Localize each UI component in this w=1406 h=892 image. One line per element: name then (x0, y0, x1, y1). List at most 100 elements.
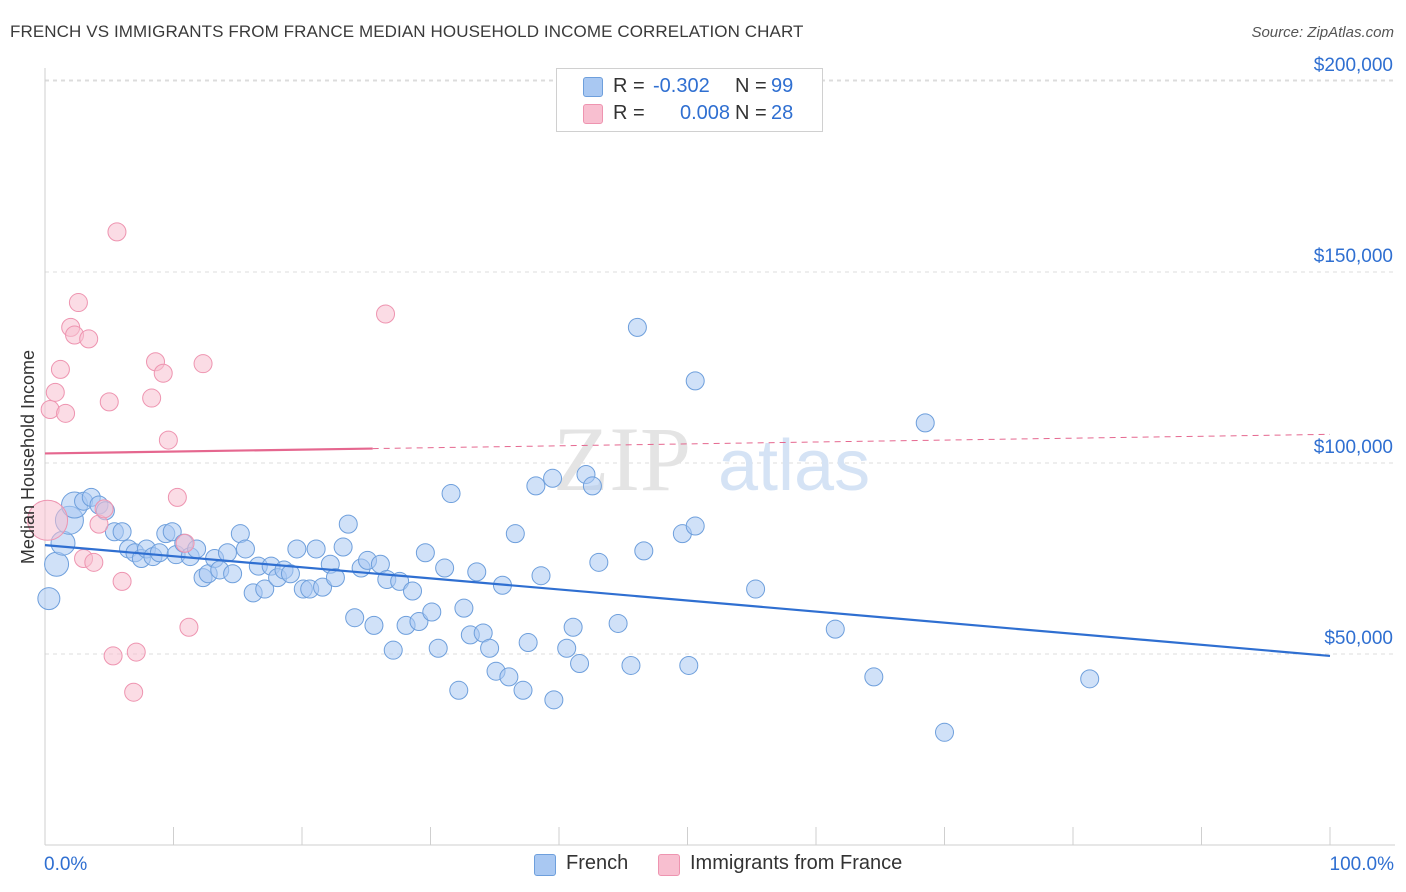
immigrants-trend-line-dashed (372, 433, 1331, 450)
x-tick-label: 0.0% (44, 854, 87, 875)
immigrants-point (79, 329, 99, 349)
watermark-atlas: atlas (718, 426, 870, 506)
legend-r-value: 0.008 (680, 102, 731, 124)
french-point (44, 551, 70, 577)
french-point (415, 543, 435, 563)
bottom-legend-label-french: French (566, 852, 629, 874)
french-point (499, 667, 519, 687)
french-point (589, 552, 609, 572)
source-label: Source: ZipAtlas.com (1251, 24, 1394, 41)
french-point (685, 371, 705, 391)
french-point (634, 541, 654, 561)
french-point (223, 564, 243, 584)
legend-r-value: -0.302 (653, 75, 710, 97)
french-point (37, 587, 61, 611)
immigrants-point (193, 354, 213, 374)
french-trend-line (44, 544, 1331, 658)
french-point (338, 514, 358, 534)
immigrants-point (126, 642, 146, 662)
french-point (746, 579, 766, 599)
french-point (935, 722, 954, 742)
french-point (557, 638, 577, 658)
legend-n-value: 28 (771, 102, 794, 124)
french-point (480, 638, 500, 658)
french-point (112, 522, 132, 542)
french-point (403, 581, 423, 601)
bottom-legend-label-immigrants: Immigrants from France (690, 852, 903, 874)
immigrants-point (27, 499, 69, 541)
french-point (235, 539, 255, 559)
french-point (280, 564, 300, 584)
french-point (563, 617, 583, 637)
french-point (454, 598, 474, 618)
y-tick-label: $150,000 (1314, 246, 1393, 267)
french-point (505, 524, 525, 544)
french-point (518, 633, 538, 653)
legend-n-value: 99 (771, 75, 794, 97)
immigrants-point (124, 682, 144, 702)
french-point (679, 655, 699, 675)
immigrants-point (158, 430, 178, 450)
immigrants-point (376, 304, 396, 324)
immigrants-point (142, 388, 162, 408)
french-point (544, 690, 564, 710)
french-point (428, 638, 448, 658)
french-point (383, 640, 403, 660)
french-point (435, 558, 455, 578)
immigrants-point (107, 222, 127, 242)
y-tick-label: $50,000 (1324, 628, 1393, 649)
immigrants-point (56, 403, 76, 423)
french-point (306, 539, 326, 559)
french-point (608, 613, 628, 633)
french-point (313, 577, 333, 597)
french-point (1080, 669, 1100, 689)
french-point (582, 476, 602, 496)
french-point (825, 619, 845, 639)
french-point (364, 615, 384, 635)
trend-layer (44, 433, 1331, 658)
x-tick-label: 100.0% (1330, 854, 1395, 875)
french-point (422, 602, 442, 622)
y-axis-label: Median Household Income (18, 350, 38, 564)
immigrants-point (50, 359, 70, 379)
immigrants-point (153, 363, 173, 383)
french-point (467, 562, 487, 582)
immigrants-trend-line-solid (44, 447, 373, 455)
legend-r-label: R = (613, 75, 645, 97)
immigrants-point (167, 487, 187, 507)
legend-r-label: R = (613, 102, 645, 124)
french-point (409, 612, 429, 632)
french-point (864, 667, 884, 687)
french-point (333, 537, 353, 557)
legend-n-label: N = (735, 102, 767, 124)
immigrants-point (112, 571, 132, 591)
legend-n-label: N = (735, 75, 767, 97)
french-point (627, 317, 647, 337)
immigrants-point (45, 382, 65, 402)
bottom-legend-swatch-immigrants (658, 854, 680, 876)
grid-layer (45, 79, 1395, 655)
immigrants-point (84, 552, 104, 572)
immigrants-point (179, 617, 199, 637)
french-point (570, 654, 590, 674)
french-point (149, 543, 169, 563)
french-point (526, 476, 546, 496)
french-point (513, 680, 533, 700)
immigrants-point (103, 646, 123, 666)
french-point (543, 468, 563, 488)
french-point (685, 516, 705, 536)
french-point (255, 579, 275, 599)
french-point (531, 566, 551, 586)
french-point (345, 608, 365, 628)
points-layer (27, 222, 1100, 742)
french-point (217, 543, 237, 563)
immigrants-point (68, 293, 88, 313)
french-point (287, 539, 307, 559)
y-tick-label: $100,000 (1314, 437, 1393, 458)
chart-title: FRENCH VS IMMIGRANTS FROM FRANCE MEDIAN … (10, 22, 804, 41)
axis-layer: $50,000 $100,000 $150,000 $200,000 0.0% 100.0… (44, 55, 1395, 875)
french-point (441, 484, 461, 504)
french-point (621, 655, 641, 675)
french-point (162, 522, 182, 542)
